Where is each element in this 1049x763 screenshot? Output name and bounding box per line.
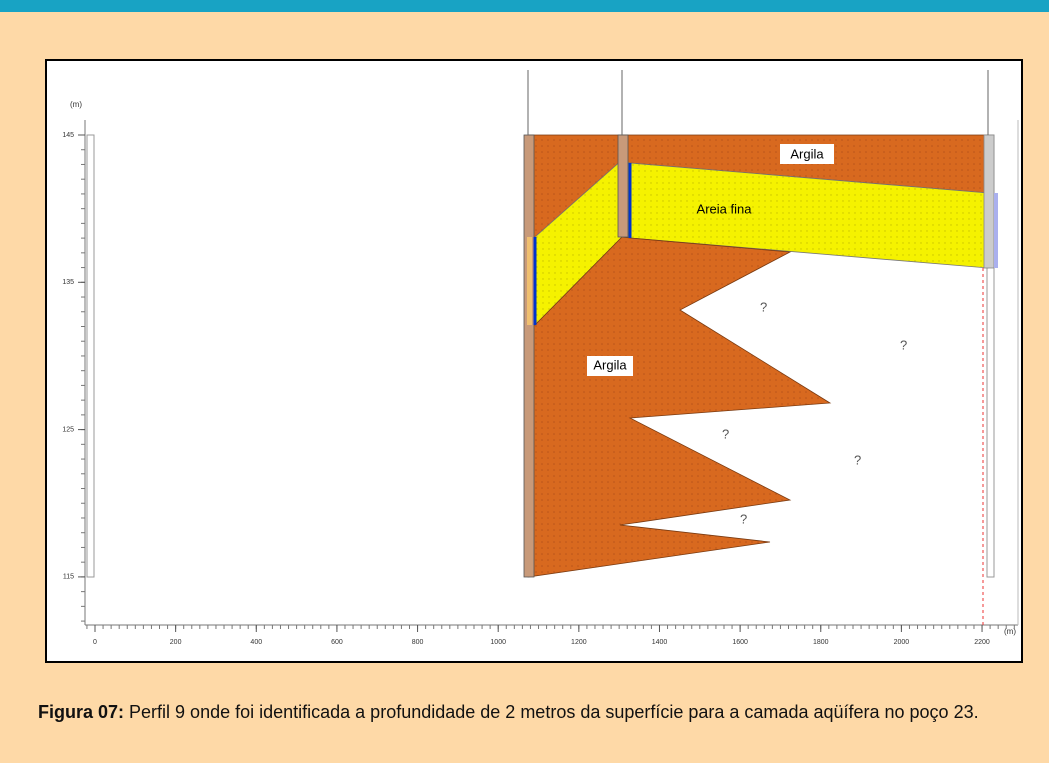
- question-mark: ?: [740, 511, 747, 526]
- y-tick-label: 115: [63, 574, 74, 581]
- caption-text: Perfil 9 onde foi identificada a profund…: [124, 702, 979, 722]
- x-tick-label: 1800: [813, 639, 829, 646]
- question-mark: ?: [722, 426, 729, 441]
- question-mark: ?: [900, 337, 907, 352]
- label-box: [587, 356, 633, 376]
- y-tick-label: 125: [62, 426, 74, 433]
- question-mark: ?: [760, 299, 767, 314]
- top-bar: [0, 0, 1049, 12]
- x-unit: (m): [1004, 627, 1016, 636]
- well-screen: [527, 237, 532, 325]
- well: [983, 134, 995, 269]
- caption-label: Figura 07:: [38, 702, 125, 722]
- well: [523, 134, 535, 578]
- well: [617, 134, 629, 238]
- y-unit: (m): [70, 100, 82, 109]
- y-tick-label: 135: [62, 279, 74, 286]
- caption: Figura 07: Perfil 9 onde foi identificad…: [38, 700, 1022, 724]
- well-screen: [994, 193, 998, 268]
- x-tick-label: 1600: [732, 639, 748, 646]
- x-tick-label: 1000: [490, 639, 506, 646]
- x-tick-label: 600: [331, 639, 343, 646]
- x-tick-label: 1400: [652, 639, 668, 646]
- y-tick-label: 145: [62, 132, 74, 139]
- well-column: [86, 134, 95, 578]
- figure: (m) (m) Argila Areia fina Argila ? ? ? ?…: [0, 0, 1049, 663]
- question-mark: ?: [854, 452, 861, 467]
- x-tick-label: 2200: [974, 639, 990, 646]
- x-tick-label: 800: [412, 639, 424, 646]
- x-tick-label: 2000: [894, 639, 910, 646]
- x-tick-label: 400: [250, 639, 262, 646]
- x-tick-label: 0: [93, 639, 97, 646]
- layer-label: Argila: [790, 146, 824, 161]
- x-tick-label: 200: [170, 639, 182, 646]
- layer-label: Areia fina: [697, 201, 753, 216]
- layer-label: Argila: [593, 357, 627, 372]
- label-box: [780, 144, 834, 164]
- x-tick-label: 1200: [571, 639, 587, 646]
